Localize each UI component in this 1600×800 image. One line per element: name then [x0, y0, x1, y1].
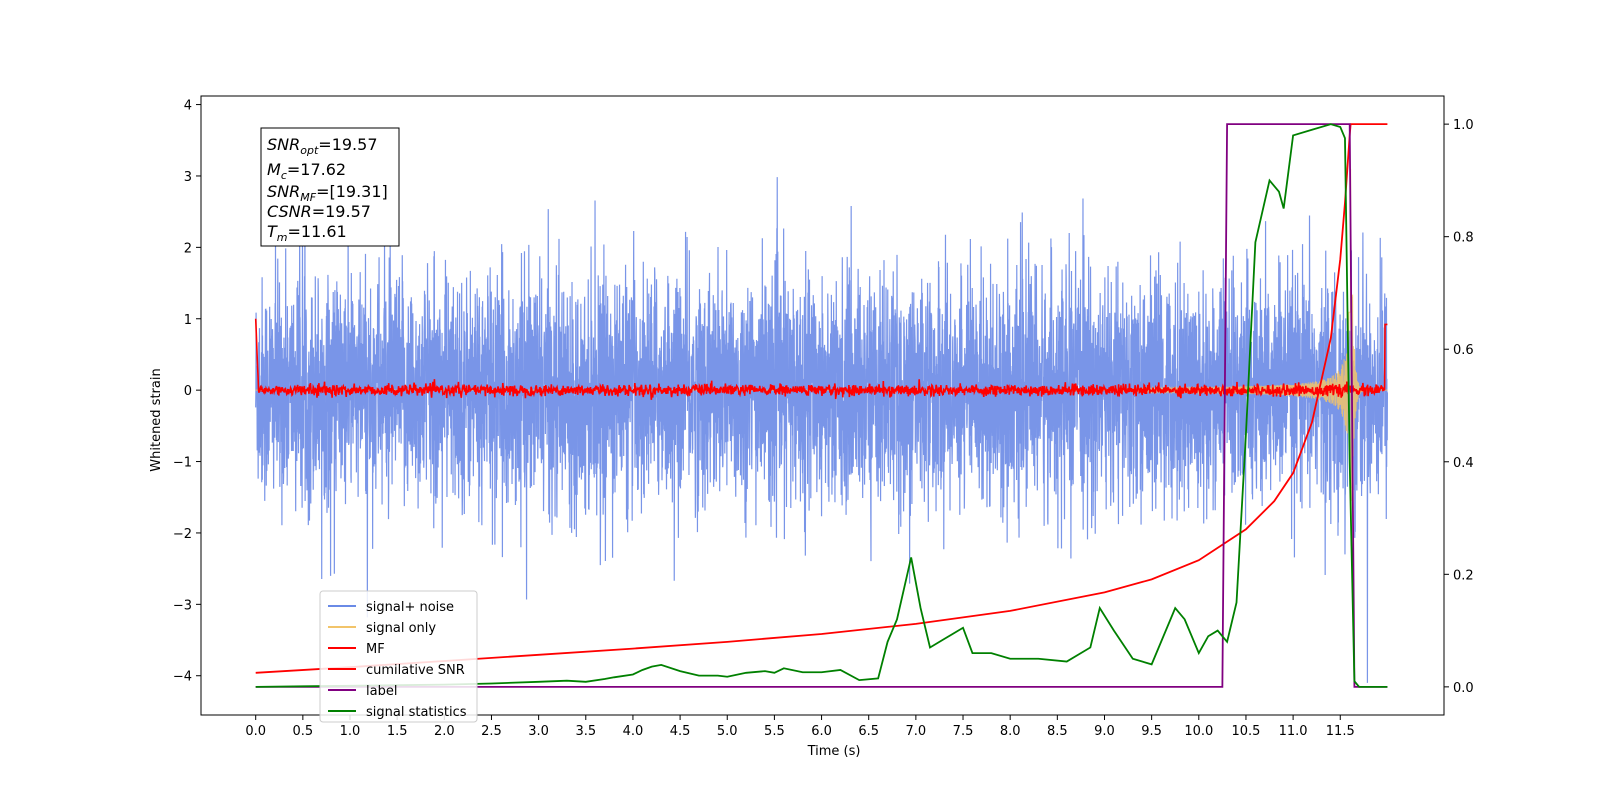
- x-tick-label: 3.0: [528, 724, 549, 739]
- x-tick-label: 8.0: [1000, 724, 1021, 739]
- x-tick-label: 0.0: [245, 724, 266, 739]
- info-snr-opt: SNRopt=19.57: [267, 135, 378, 157]
- x-tick-label: 3.5: [575, 724, 596, 739]
- x-tick-label: 4.5: [670, 724, 691, 739]
- x-tick-label: 5.0: [717, 724, 738, 739]
- info-csnr: CSNR=19.57: [267, 202, 371, 221]
- series-mf: [254, 318, 1388, 400]
- info-merger-time: Tm=11.61: [267, 222, 347, 244]
- x-axis-label: Time (s): [807, 744, 861, 759]
- y-left-tick-label: −1: [173, 456, 192, 471]
- y-left-tick-label: 2: [184, 241, 192, 256]
- x-tick-label: 6.0: [811, 724, 832, 739]
- y-left-tick-label: 4: [184, 99, 192, 114]
- x-tick-label: 4.0: [623, 724, 644, 739]
- y-right-tick-label: 0.8: [1453, 231, 1474, 246]
- signal-statistics-line: [255, 123, 1388, 688]
- x-tick-label: 1.0: [340, 724, 361, 739]
- x-tick-label: 2.5: [481, 724, 502, 739]
- x-tick-label: 8.5: [1047, 724, 1068, 739]
- mf-line: [254, 318, 1388, 400]
- info-box-frame: [260, 127, 400, 247]
- legend-label: MF: [366, 642, 385, 657]
- series-right-axis-group: [255, 123, 1388, 688]
- y-axis-left: −4 −3 −2 −1 0 1 2 3 4: [173, 99, 201, 685]
- x-tick-label: 11.0: [1279, 724, 1308, 739]
- x-tick-label: 2.0: [434, 724, 455, 739]
- legend-label: label: [366, 684, 397, 699]
- legend-label: signal statistics: [366, 705, 467, 720]
- y-left-tick-label: −2: [173, 527, 192, 542]
- x-tick-label: 10.5: [1231, 724, 1260, 739]
- x-tick-label: 0.5: [293, 724, 314, 739]
- x-tick-label: 7.0: [906, 724, 927, 739]
- x-tick-label: 5.5: [764, 724, 785, 739]
- y-left-tick-label: 1: [184, 313, 192, 328]
- x-tick-label: 11.5: [1326, 724, 1355, 739]
- info-snr-mf: SNRMF=[19.31]: [267, 182, 388, 204]
- legend-label: signal+ noise: [366, 600, 454, 615]
- y-right-tick-label: 0.2: [1453, 568, 1474, 583]
- info-chirp-mass: Mc=17.62: [267, 160, 346, 182]
- legend-label: signal only: [366, 621, 436, 636]
- signal-noise-line: [255, 177, 1389, 683]
- legend: signal+ noise signal only MF cumilative SNR…: [319, 590, 478, 723]
- y-axis-right: 0.0 0.2 0.4 0.6 0.8 1.0: [1444, 118, 1474, 696]
- plot-frame: [200, 95, 1445, 716]
- cumulative-snr-line: [255, 123, 1388, 674]
- y-left-tick-label: −3: [173, 598, 192, 613]
- y-right-tick-label: 0.6: [1453, 343, 1474, 358]
- x-tick-label: 10.0: [1184, 724, 1213, 739]
- y-left-tick-label: 3: [184, 170, 192, 185]
- info-box: SNRopt=19.57 Mc=17.62 SNRMF=[19.31] CSNR…: [260, 127, 400, 247]
- x-tick-label: 9.0: [1094, 724, 1115, 739]
- x-tick-label: 7.5: [953, 724, 974, 739]
- series-signal-noise: [255, 177, 1389, 683]
- y-right-tick-label: 1.0: [1453, 118, 1474, 133]
- y-axis-label: Whitened strain: [149, 368, 164, 471]
- legend-frame: [319, 590, 478, 723]
- y-right-tick-label: 0.4: [1453, 456, 1474, 471]
- x-tick-label: 1.5: [387, 724, 408, 739]
- x-tick-label: 6.5: [858, 724, 879, 739]
- x-tick-label: 9.5: [1141, 724, 1162, 739]
- x-axis: 0.0 0.5 1.0 1.5 2.0 2.5 3.0 3.5 4.0 4.5 5.0 5.5 6.0 6…: [245, 715, 1355, 739]
- legend-label: cumilative SNR: [366, 663, 465, 678]
- y-left-tick-label: 0: [184, 384, 192, 399]
- y-right-tick-label: 0.0: [1453, 681, 1474, 696]
- y-left-tick-label: −4: [173, 670, 192, 685]
